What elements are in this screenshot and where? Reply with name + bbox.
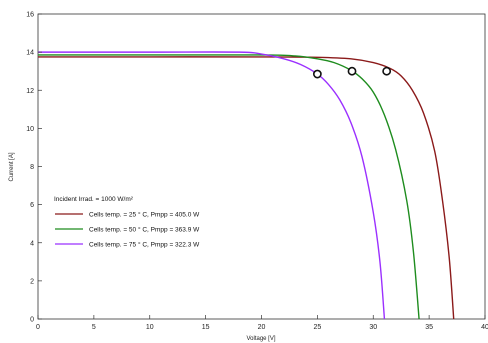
y-tick-label: 16: [26, 12, 34, 19]
legend: Incident Irrad. = 1000 W/m² Cells temp. …: [54, 196, 200, 249]
legend-label-75c: Cells temp. = 75 ° C, Pmpp = 322.3 W: [89, 241, 200, 249]
x-tick-label: 10: [146, 324, 154, 331]
x-tick-label: 20: [258, 324, 266, 331]
legend-label-50c: Cells temp. = 50 ° C, Pmpp = 363.9 W: [89, 226, 200, 234]
mpp-marker-25c: [382, 66, 392, 76]
y-tick-label: 8: [30, 164, 34, 171]
y-axis-label: Current [A]: [9, 152, 15, 181]
x-tick-label: 30: [369, 324, 377, 331]
y-tick-label: 12: [26, 88, 34, 95]
x-tick-label: 5: [92, 324, 96, 331]
y-tick-label: 4: [30, 240, 34, 247]
y-tick-label: 10: [26, 126, 34, 133]
legend-title: Incident Irrad. = 1000 W/m²: [54, 196, 134, 203]
y-axis-ticks: 0 2 4 6 8 10 12 14 16: [26, 12, 42, 324]
series-curves: [37, 51, 455, 320]
series-line-25c: [38, 56, 455, 320]
mpp-marker-75c: [312, 69, 322, 79]
x-tick-label: 15: [202, 324, 210, 331]
x-tick-label: 25: [313, 324, 321, 331]
y-tick-label: 2: [30, 278, 34, 285]
y-tick-label: 6: [30, 202, 34, 209]
x-axis-ticks: 0 5 10 15 20 25 30 35 40: [36, 315, 488, 331]
x-axis-label: Voltage [V]: [246, 336, 275, 342]
plot-area: [37, 13, 486, 320]
mpp-marker-50c: [347, 66, 357, 76]
x-tick-label: 40: [481, 324, 488, 331]
x-tick-label: 35: [425, 324, 433, 331]
legend-label-25c: Cells temp. = 25 ° C, Pmpp = 405.0 W: [89, 211, 200, 219]
y-tick-label: 14: [26, 50, 34, 57]
x-tick-label: 0: [36, 324, 40, 331]
y-tick-label: 0: [30, 317, 34, 324]
